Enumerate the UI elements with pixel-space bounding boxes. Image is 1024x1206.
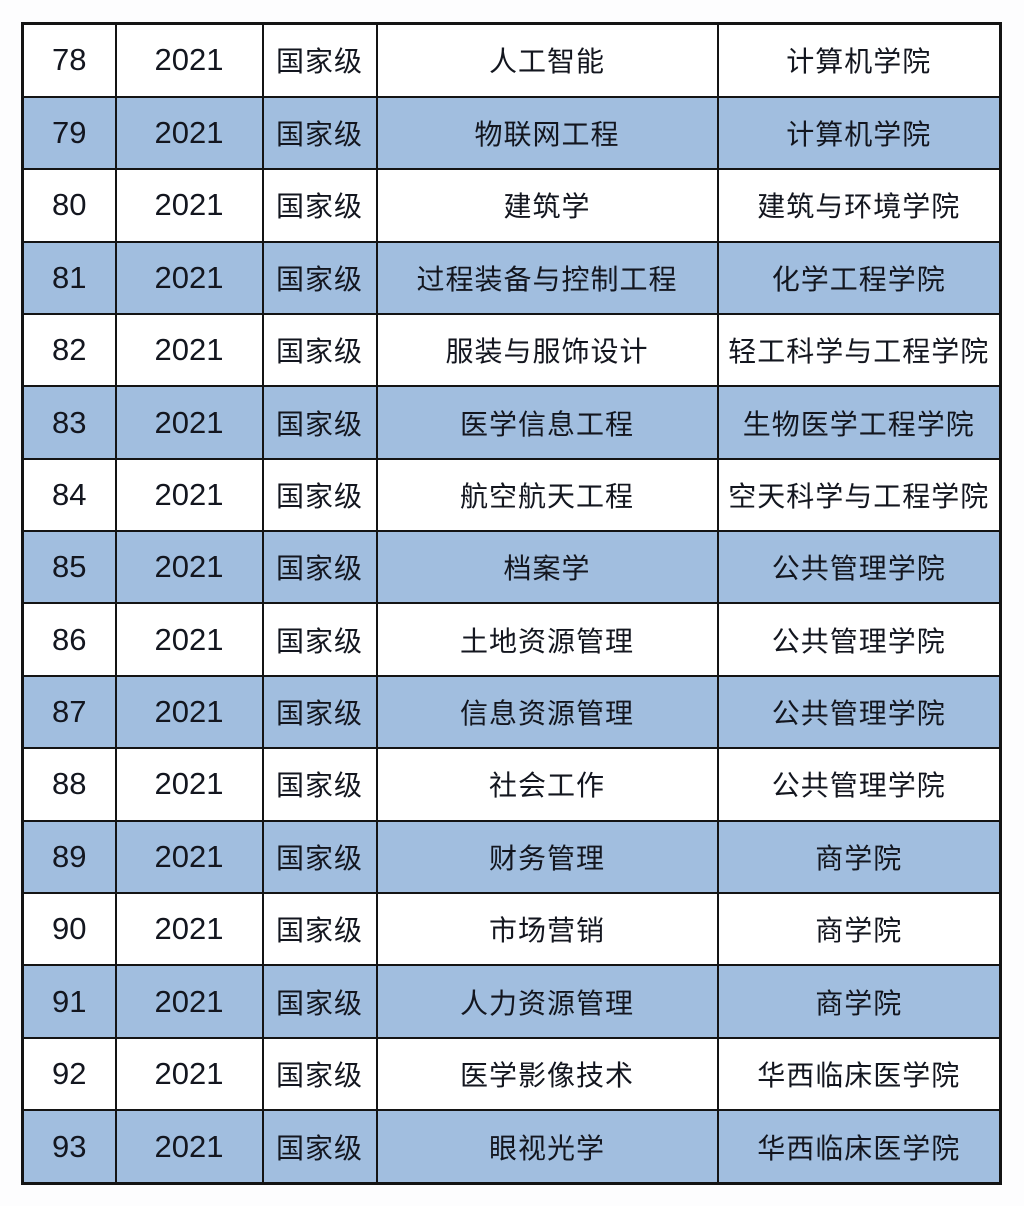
cell-level: 国家级 [261,819,378,895]
cell-college: 商学院 [716,964,1002,1039]
cell-year: 2021 [114,240,264,315]
cell-year: 2021 [114,1036,264,1112]
cell-program-name: 人力资源管理 [375,964,719,1039]
cell-row-number: 90 [21,892,117,967]
cell-level: 国家级 [261,457,378,533]
cell-program-name: 建筑学 [375,168,719,243]
cell-program-name: 过程装备与控制工程 [375,240,719,315]
cell-row-number: 86 [21,602,117,677]
cell-row-number: 88 [21,747,117,822]
table-row: 93 2021 国家级 眼视光学 华西临床医学院 [21,1109,1002,1185]
cell-level: 国家级 [261,530,378,605]
cell-college: 计算机学院 [716,95,1002,171]
table-row: 89 2021 国家级 财务管理 商学院 [21,819,1002,895]
cell-level: 国家级 [261,674,378,750]
cell-college: 公共管理学院 [716,602,1002,677]
cell-year: 2021 [114,964,264,1039]
cell-row-number: 89 [21,819,117,895]
cell-year: 2021 [114,602,264,677]
cell-year: 2021 [114,1109,264,1185]
cell-year: 2021 [114,819,264,895]
cell-level: 国家级 [261,95,378,171]
cell-college: 轻工科学与工程学院 [716,312,1002,388]
table-row: 83 2021 国家级 医学信息工程 生物医学工程学院 [21,385,1002,460]
cell-year: 2021 [114,530,264,605]
cell-row-number: 82 [21,312,117,388]
table-row: 92 2021 国家级 医学影像技术 华西临床医学院 [21,1036,1002,1112]
cell-college: 商学院 [716,819,1002,895]
cell-year: 2021 [114,747,264,822]
cell-year: 2021 [114,674,264,750]
cell-program-name: 档案学 [375,530,719,605]
cell-year: 2021 [114,385,264,460]
cell-program-name: 物联网工程 [375,95,719,171]
cell-program-name: 医学影像技术 [375,1036,719,1112]
cell-year: 2021 [114,95,264,171]
cell-row-number: 84 [21,457,117,533]
cell-row-number: 91 [21,964,117,1039]
cell-row-number: 81 [21,240,117,315]
cell-level: 国家级 [261,602,378,677]
cell-program-name: 社会工作 [375,747,719,822]
cell-level: 国家级 [261,385,378,460]
table-row: 78 2021 国家级 人工智能 计算机学院 [21,22,1002,98]
table-row: 90 2021 国家级 市场营销 商学院 [21,892,1002,967]
table-row: 91 2021 国家级 人力资源管理 商学院 [21,964,1002,1039]
cell-year: 2021 [114,22,264,98]
cell-level: 国家级 [261,1036,378,1112]
cell-level: 国家级 [261,747,378,822]
cell-college: 空天科学与工程学院 [716,457,1002,533]
cell-program-name: 人工智能 [375,22,719,98]
cell-college: 公共管理学院 [716,747,1002,822]
cell-year: 2021 [114,892,264,967]
cell-college: 建筑与环境学院 [716,168,1002,243]
table-body: 78 2021 国家级 人工智能 计算机学院 79 2021 国家级 物联网工程 计算机学院 80 2… [21,22,1002,1185]
cell-level: 国家级 [261,22,378,98]
cell-row-number: 85 [21,530,117,605]
cell-program-name: 服装与服饰设计 [375,312,719,388]
cell-college: 化学工程学院 [716,240,1002,315]
cell-level: 国家级 [261,892,378,967]
cell-row-number: 93 [21,1109,117,1185]
cell-level: 国家级 [261,964,378,1039]
table-row: 81 2021 国家级 过程装备与控制工程 化学工程学院 [21,240,1002,315]
cell-level: 国家级 [261,240,378,315]
cell-college: 公共管理学院 [716,674,1002,750]
cell-row-number: 92 [21,1036,117,1112]
table-row: 87 2021 国家级 信息资源管理 公共管理学院 [21,674,1002,750]
cell-college: 生物医学工程学院 [716,385,1002,460]
cell-college: 华西临床医学院 [716,1036,1002,1112]
cell-year: 2021 [114,457,264,533]
programs-table: 78 2021 国家级 人工智能 计算机学院 79 2021 国家级 物联网工程 计算机学院 80 2… [21,22,1002,1185]
cell-college: 商学院 [716,892,1002,967]
table-row: 86 2021 国家级 土地资源管理 公共管理学院 [21,602,1002,677]
table-row: 80 2021 国家级 建筑学 建筑与环境学院 [21,168,1002,243]
cell-row-number: 80 [21,168,117,243]
table-row: 79 2021 国家级 物联网工程 计算机学院 [21,95,1002,171]
cell-row-number: 79 [21,95,117,171]
table-row: 82 2021 国家级 服装与服饰设计 轻工科学与工程学院 [21,312,1002,388]
cell-college: 公共管理学院 [716,530,1002,605]
cell-level: 国家级 [261,168,378,243]
cell-program-name: 市场营销 [375,892,719,967]
table-row: 84 2021 国家级 航空航天工程 空天科学与工程学院 [21,457,1002,533]
table-row: 88 2021 国家级 社会工作 公共管理学院 [21,747,1002,822]
cell-college: 计算机学院 [716,22,1002,98]
cell-level: 国家级 [261,312,378,388]
cell-program-name: 眼视光学 [375,1109,719,1185]
cell-year: 2021 [114,312,264,388]
cell-level: 国家级 [261,1109,378,1185]
cell-row-number: 83 [21,385,117,460]
cell-row-number: 78 [21,22,117,98]
cell-program-name: 财务管理 [375,819,719,895]
table-sheet: 78 2021 国家级 人工智能 计算机学院 79 2021 国家级 物联网工程 计算机学院 80 2… [21,22,1002,1185]
cell-program-name: 航空航天工程 [375,457,719,533]
cell-program-name: 土地资源管理 [375,602,719,677]
table-row: 85 2021 国家级 档案学 公共管理学院 [21,530,1002,605]
cell-program-name: 信息资源管理 [375,674,719,750]
cell-program-name: 医学信息工程 [375,385,719,460]
cell-college: 华西临床医学院 [716,1109,1002,1185]
cell-year: 2021 [114,168,264,243]
cell-row-number: 87 [21,674,117,750]
